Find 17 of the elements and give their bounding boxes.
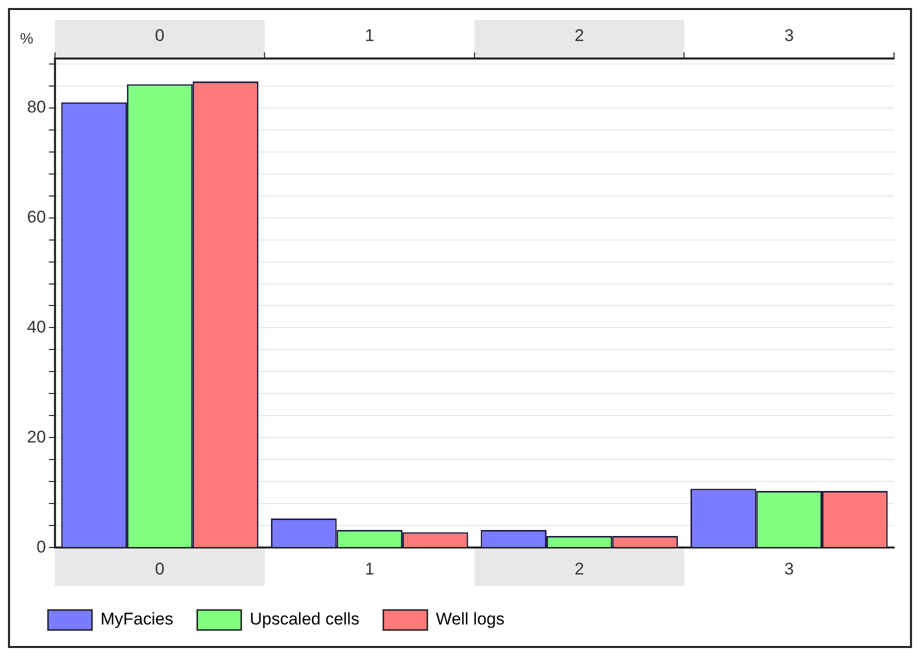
y-axis-title: % [20,30,34,48]
category-label: 0 [155,26,165,45]
y-tick-label: 0 [36,537,46,556]
y-tick-label: 60 [26,207,46,226]
y-tick-label: 20 [26,427,46,446]
legend-label: Well logs [436,610,504,629]
x-tick-label: 2 [574,559,584,578]
legend-label: Upscaled cells [250,610,360,629]
x-tick-label: 1 [364,559,374,578]
x-tick-label: 0 [155,559,165,578]
category-label: 3 [784,26,794,45]
y-tick-label: 80 [26,98,46,117]
category-label: 1 [364,26,374,45]
y-tick-label: 40 [26,317,46,336]
x-tick-label: 3 [784,559,794,578]
category-label: 2 [574,26,584,45]
legend-label: MyFacies [100,610,174,629]
